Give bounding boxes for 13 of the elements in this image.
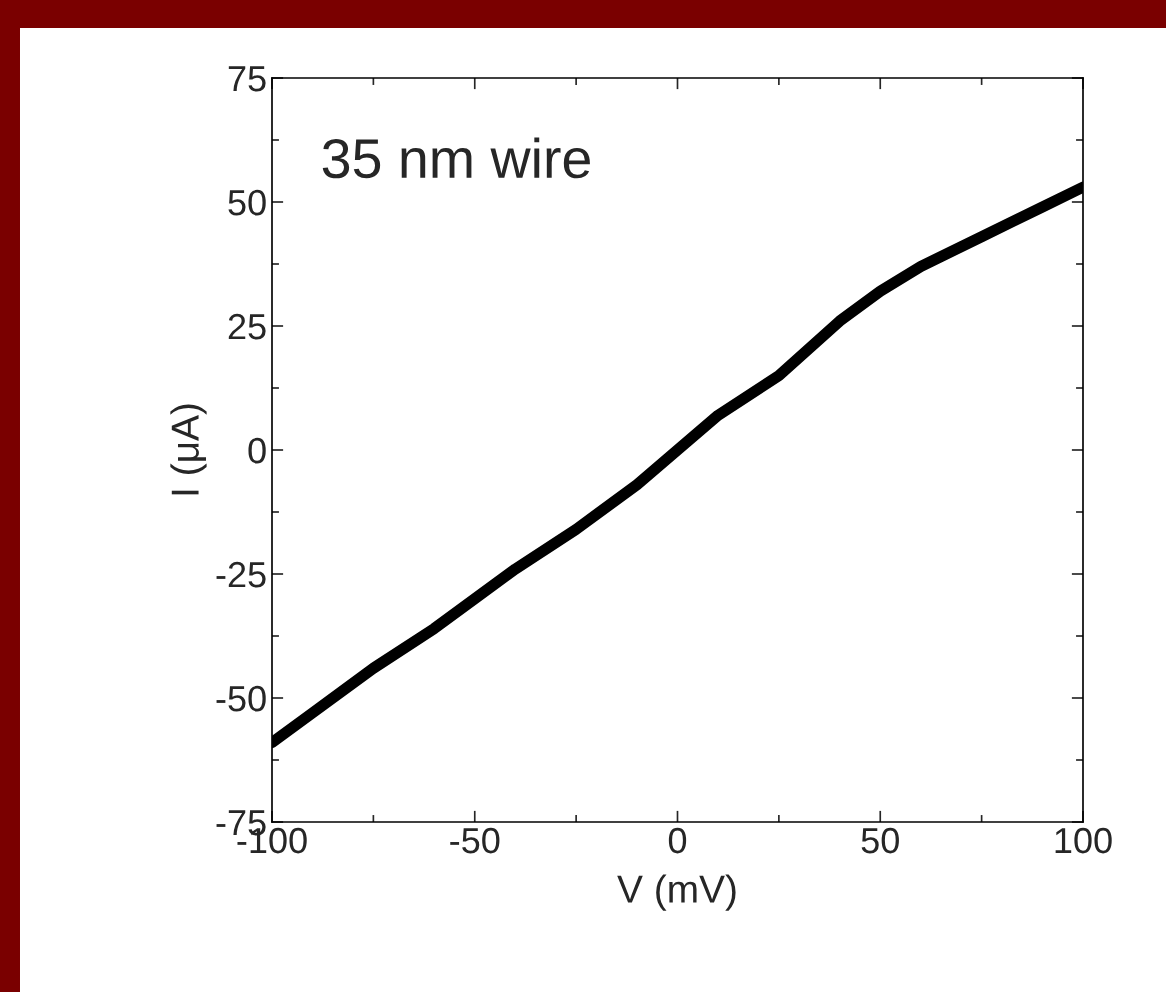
y-tick-label: -25 <box>216 561 266 588</box>
x-axis-title: V (mV) <box>617 874 736 911</box>
y-tick-label: 50 <box>228 189 266 216</box>
x-tick-label: 50 <box>861 827 899 854</box>
y-tick-label: 75 <box>228 66 266 92</box>
annotation: 35 nm wire <box>322 137 590 179</box>
y-axis-title: I (μA) <box>170 404 207 495</box>
y-tick-label: 0 <box>248 437 266 464</box>
x-tick-label: 100 <box>1055 827 1112 854</box>
x-tick-label: -50 <box>450 827 500 854</box>
y-tick-label: -50 <box>216 685 266 712</box>
y-tick-label: 25 <box>228 313 266 340</box>
x-tick-label: 0 <box>668 827 687 854</box>
